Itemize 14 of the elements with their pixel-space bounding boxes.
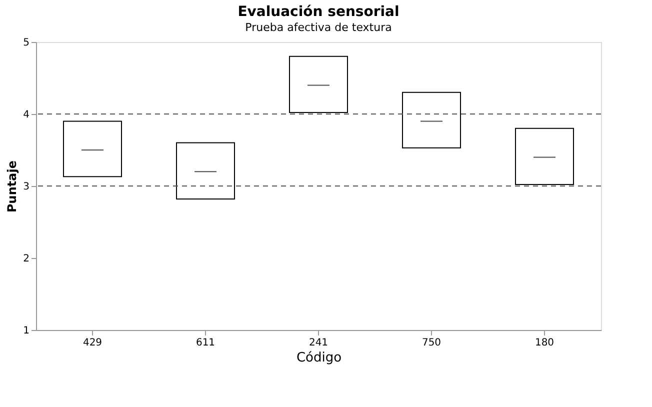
x-tick-label: 180: [534, 338, 554, 348]
x-tick-label: 611: [196, 338, 216, 348]
chart-title: Evaluación sensorial: [238, 4, 400, 20]
y-tick-label: 2: [23, 254, 30, 264]
x-tick-label: 429: [82, 338, 102, 348]
chart-subtitle: Prueba afectiva de textura: [245, 21, 392, 34]
y-tick-label: 5: [23, 38, 30, 48]
y-tick-label: 4: [23, 110, 30, 120]
x-tick-label: 241: [308, 338, 328, 348]
y-axis-title: Puntaje: [5, 160, 20, 212]
x-axis-title: Código: [296, 350, 342, 366]
y-tick-label: 3: [23, 182, 30, 192]
y-tick-label: 1: [23, 326, 30, 336]
x-tick-label: 750: [422, 338, 442, 348]
